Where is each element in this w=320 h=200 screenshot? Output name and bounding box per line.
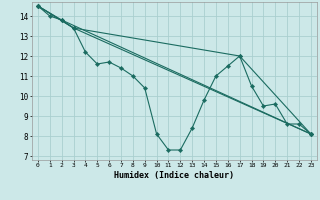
X-axis label: Humidex (Indice chaleur): Humidex (Indice chaleur) bbox=[115, 171, 234, 180]
